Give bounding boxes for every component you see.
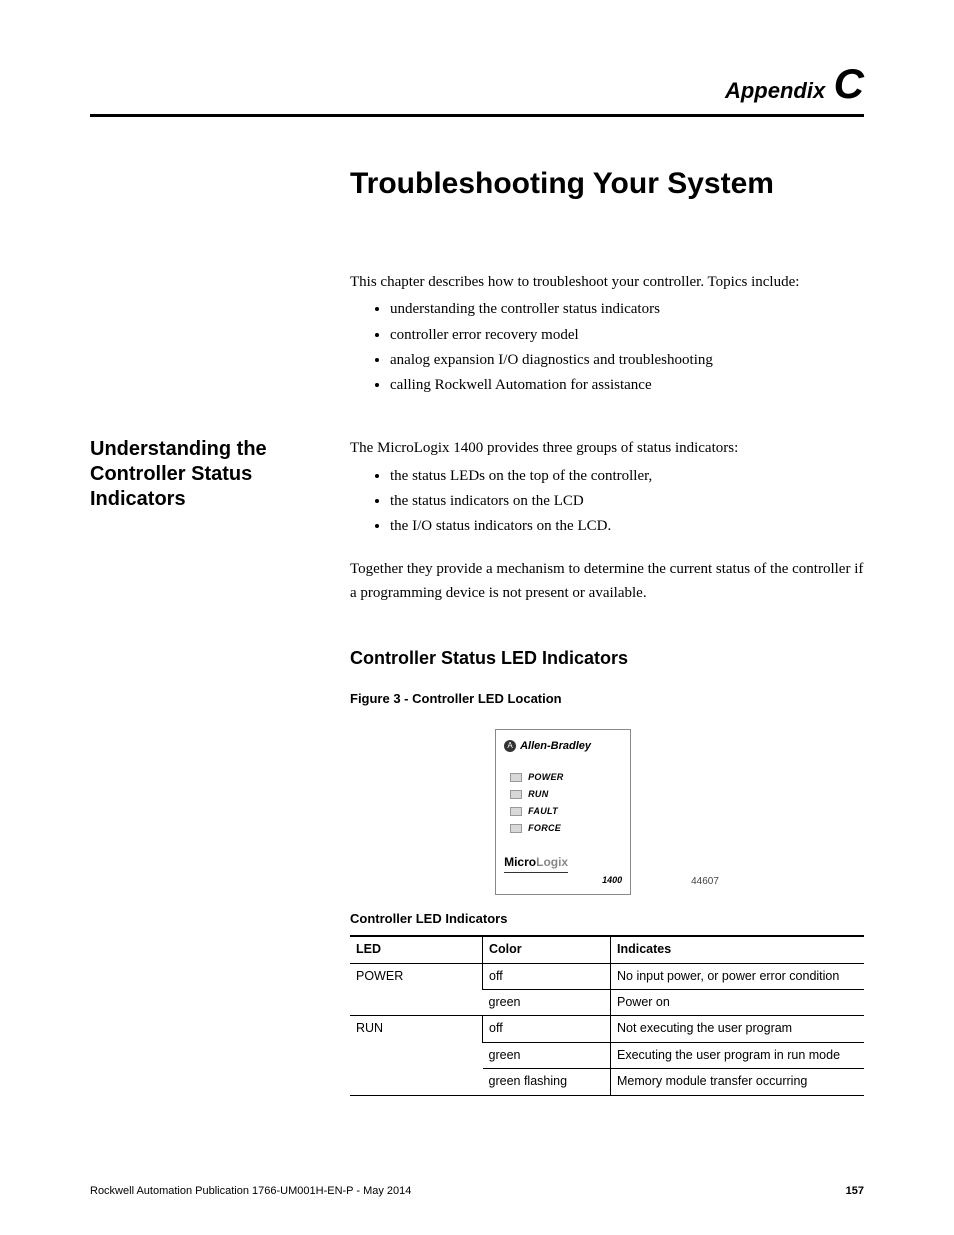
appendix-letter: C — [834, 60, 864, 107]
table-row: POWER off No input power, or power error… — [350, 963, 864, 989]
chapter-title: Troubleshooting Your System — [350, 167, 864, 201]
led-indicator-icon — [510, 807, 522, 816]
intro-bullet: calling Rockwell Automation for assistan… — [390, 374, 864, 397]
intro-lead: This chapter describes how to troublesho… — [350, 271, 864, 294]
table-cell: off — [483, 963, 611, 989]
sub-heading: Controller Status LED Indicators — [350, 645, 864, 673]
led-label: POWER — [528, 771, 564, 785]
led-row-fault: FAULT — [510, 805, 622, 819]
led-indicator-icon — [510, 773, 522, 782]
controller-led-panel: A Allen-Bradley POWER RUN FAULT — [495, 729, 631, 895]
footer-publication: Rockwell Automation Publication 1766-UM0… — [90, 1185, 411, 1197]
appendix-word: Appendix — [725, 78, 825, 103]
section-understanding: Understanding the Controller Status Indi… — [90, 437, 864, 1095]
table-header: LED — [350, 936, 483, 963]
table-cell: Power on — [611, 990, 865, 1016]
table-header-row: LED Color Indicates — [350, 936, 864, 963]
figure: A Allen-Bradley POWER RUN FAULT — [350, 729, 864, 895]
intro-bullet: understanding the controller status indi… — [390, 298, 864, 321]
panel-model: 1400 — [504, 874, 622, 888]
led-indicator-icon — [510, 790, 522, 799]
led-label: FAULT — [528, 805, 558, 819]
table-header: Color — [483, 936, 611, 963]
section-lead: The MicroLogix 1400 provides three group… — [350, 437, 864, 460]
led-row-force: FORCE — [510, 822, 622, 836]
section-closing: Together they provide a mechanism to det… — [350, 558, 864, 605]
table-cell: Executing the user program in run mode — [611, 1042, 865, 1068]
table-cell: RUN — [350, 1016, 483, 1095]
table-cell: green flashing — [483, 1069, 611, 1095]
side-heading: Understanding the Controller Status Indi… — [90, 437, 350, 512]
table-cell: green — [483, 1042, 611, 1068]
table-cell: POWER — [350, 963, 483, 1016]
page: Appendix C Troubleshooting Your System T… — [0, 0, 954, 1235]
figure-number: 44607 — [691, 874, 719, 890]
panel-brand: Allen-Bradley — [520, 738, 591, 755]
table-cell: Not executing the user program — [611, 1016, 865, 1042]
appendix-header: Appendix C — [90, 60, 864, 108]
ab-logo-icon: A — [504, 740, 516, 752]
table-cell: off — [483, 1016, 611, 1042]
table-header: Indicates — [611, 936, 865, 963]
led-indicators-table: LED Color Indicates POWER off No input p… — [350, 935, 864, 1095]
led-row-run: RUN — [510, 788, 622, 802]
led-label: FORCE — [528, 822, 561, 836]
panel-footer-micro: Micro — [504, 855, 536, 869]
figure-caption: Figure 3 - Controller LED Location — [350, 689, 864, 709]
panel-footer-wrap: MicroLogix 1400 — [504, 839, 622, 889]
header-rule — [90, 114, 864, 117]
page-footer: Rockwell Automation Publication 1766-UM0… — [90, 1185, 864, 1197]
intro-bullet: analog expansion I/O diagnostics and tro… — [390, 349, 864, 372]
panel-footer-logix: Logix — [536, 855, 568, 869]
section-bullets: the status LEDs on the top of the contro… — [350, 465, 864, 539]
section-bullet: the I/O status indicators on the LCD. — [390, 515, 864, 538]
section-bullet: the status indicators on the LCD — [390, 490, 864, 513]
led-indicator-icon — [510, 824, 522, 833]
table-title: Controller LED Indicators — [350, 909, 864, 929]
table-cell: green — [483, 990, 611, 1016]
intro-bullet: controller error recovery model — [390, 324, 864, 347]
table-row: RUN off Not executing the user program — [350, 1016, 864, 1042]
led-row-power: POWER — [510, 771, 622, 785]
table-cell: Memory module transfer occurring — [611, 1069, 865, 1095]
intro-block: This chapter describes how to troublesho… — [350, 271, 864, 397]
section-bullet: the status LEDs on the top of the contro… — [390, 465, 864, 488]
led-label: RUN — [528, 788, 548, 802]
panel-footer: MicroLogix — [504, 853, 568, 874]
footer-page-number: 157 — [846, 1185, 864, 1197]
table-cell: No input power, or power error condition — [611, 963, 865, 989]
section-body: The MicroLogix 1400 provides three group… — [350, 437, 864, 1095]
panel-brand-row: A Allen-Bradley — [504, 738, 622, 755]
intro-bullets: understanding the controller status indi… — [350, 298, 864, 397]
